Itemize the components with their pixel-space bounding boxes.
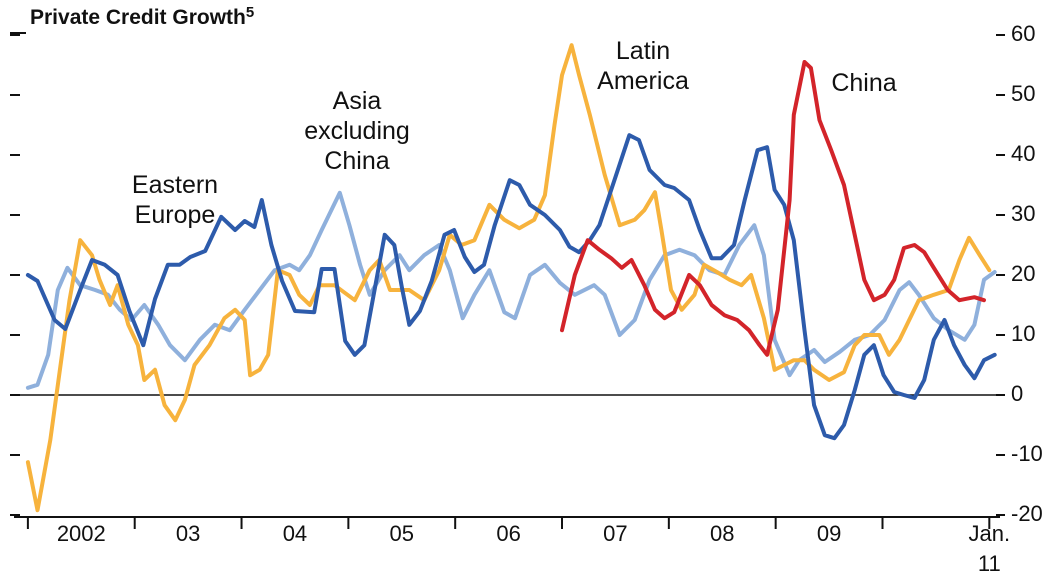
x-tick-label: Jan. 11 xyxy=(968,521,1011,576)
series-label: Latin America xyxy=(597,37,689,95)
series-line xyxy=(560,60,986,357)
x-tick-label: 05 xyxy=(389,521,415,546)
chart-title-block: Private Credit Growth5 xyxy=(30,4,255,30)
x-tick-label: 03 xyxy=(175,521,201,546)
series-label: Eastern Europe xyxy=(131,171,219,229)
y-tick-label: 30 xyxy=(1011,201,1035,226)
x-tick-label: 08 xyxy=(710,521,735,546)
y-tick-label: 0 xyxy=(1011,381,1023,406)
series-label: China xyxy=(831,69,897,97)
x-tick-label: 07 xyxy=(603,521,628,546)
y-tick-label: 20 xyxy=(1011,261,1035,286)
title-note: 5 xyxy=(245,4,255,21)
series-line xyxy=(25,190,997,390)
series-line xyxy=(25,43,992,513)
series-label: Asia excluding China xyxy=(304,87,410,175)
x-tick-label: 06 xyxy=(496,521,521,546)
x-tick-label: 2002 xyxy=(56,521,106,546)
y-tick-label: 50 xyxy=(1011,81,1035,106)
y-tick-label: 10 xyxy=(1011,321,1035,346)
y-tick-label: -10 xyxy=(1011,441,1043,466)
x-tick-label: 09 xyxy=(816,521,842,546)
y-tick-label: 40 xyxy=(1011,141,1035,166)
y-tick-label: -20 xyxy=(1011,501,1043,526)
series-line xyxy=(25,133,997,441)
y-tick-label: 60 xyxy=(1011,21,1035,46)
chart-title: Private Credit Growth xyxy=(30,6,246,29)
x-tick-label: 04 xyxy=(282,521,308,546)
